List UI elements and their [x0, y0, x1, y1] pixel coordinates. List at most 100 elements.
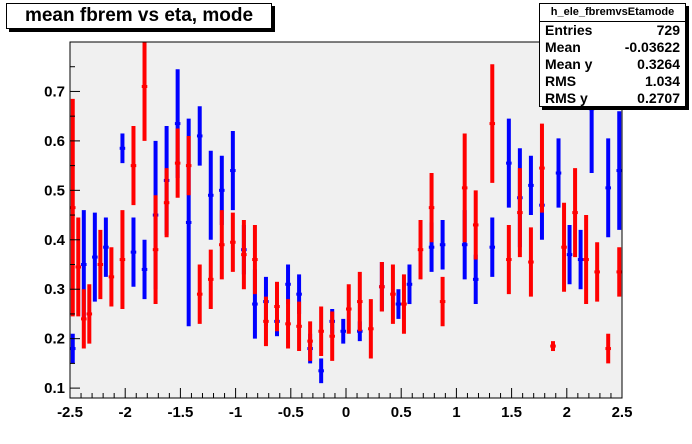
x-tick-label: -1 [229, 404, 242, 421]
data-point [81, 289, 87, 349]
stats-value: 0.3264 [637, 56, 680, 72]
tick-labels: -2.5 -2 -1.5 -1 -0.5 0 0.5 1 1.5 2 2.5 0.1 0.2 0.3 0.4… [44, 83, 632, 421]
data-point [472, 254, 479, 305]
data-point [252, 224, 258, 295]
data-point [108, 247, 115, 307]
data-point [550, 341, 556, 352]
data-point [92, 212, 98, 302]
data-point [230, 212, 236, 272]
data-point [141, 239, 148, 300]
data-point [605, 138, 611, 238]
data-point [555, 138, 562, 208]
data-point [439, 276, 446, 327]
data-point [390, 264, 396, 324]
data-point [417, 220, 424, 280]
data-point [86, 284, 93, 344]
data-point [241, 220, 247, 290]
data-point [517, 168, 523, 258]
data-point [185, 135, 192, 196]
data-point [119, 210, 126, 309]
data-point [329, 311, 335, 361]
x-tick-label: 2 [563, 404, 571, 421]
data-point [152, 195, 159, 305]
stats-value: -0.03622 [624, 39, 680, 55]
data-point [75, 217, 82, 317]
data-point [285, 264, 291, 305]
axes [69, 41, 623, 399]
data-point [230, 131, 236, 211]
y-tick-label: 0.1 [44, 380, 65, 397]
y-tick-label: 0.5 [44, 182, 65, 199]
x-tick-label: 2.5 [612, 404, 633, 421]
stats-value: 729 [656, 22, 680, 38]
y-tick-label: 0.2 [44, 331, 65, 348]
y-tick-label: 0.4 [44, 232, 66, 249]
data-point [528, 155, 534, 216]
data-point [489, 64, 496, 183]
data-point [379, 262, 385, 312]
data-point [616, 111, 622, 230]
x-tick-label: 0.5 [391, 404, 412, 421]
stats-label: Mean [545, 39, 581, 55]
data-point [401, 274, 407, 334]
data-point [208, 150, 214, 240]
y-tick-label: 0.7 [44, 83, 65, 100]
data-point [395, 289, 402, 319]
x-tick-label: -2 [119, 404, 132, 421]
series-1 [70, 42, 622, 364]
data-point [340, 318, 346, 344]
data-point [406, 264, 413, 305]
stats-value: 1.034 [644, 73, 680, 89]
data-point [528, 227, 534, 297]
stats-label: RMS y [545, 90, 588, 106]
data-point [506, 118, 512, 208]
data-point [103, 217, 109, 277]
data-series [70, 42, 622, 384]
stats-label: Mean y [545, 56, 593, 72]
data-point [439, 220, 446, 270]
data-point [616, 247, 622, 297]
plot-title: mean fbrem vs eta, mode [6, 3, 272, 29]
stats-label: RMS [545, 73, 577, 89]
x-tick-label: 0 [342, 404, 350, 421]
data-point [119, 133, 126, 164]
x-tick-label: 1.5 [501, 404, 522, 421]
data-point [296, 301, 302, 352]
data-point [368, 299, 374, 359]
data-point [263, 296, 269, 347]
x-tick-label: -0.5 [278, 404, 304, 421]
data-point [594, 242, 600, 302]
data-point [318, 358, 324, 384]
data-point [174, 128, 181, 198]
stats-value: 0.2707 [637, 90, 680, 106]
data-point [285, 299, 291, 349]
data-point [97, 229, 104, 300]
data-point [572, 168, 578, 258]
data-point [489, 217, 496, 277]
y-tick-label: 0.3 [44, 281, 65, 298]
data-point [583, 215, 589, 305]
x-tick-label: -1.5 [167, 404, 193, 421]
stats-row-rms-y: RMS y 0.2707 [540, 90, 685, 107]
data-point [561, 202, 567, 292]
data-point [539, 123, 545, 213]
data-point [461, 133, 468, 243]
x-tick-label: 1 [452, 404, 460, 421]
data-point [196, 106, 203, 166]
data-point [274, 281, 280, 332]
stats-row-mean-y: Mean y 0.3264 [540, 56, 685, 73]
data-point [130, 217, 137, 287]
data-point [141, 42, 148, 141]
y-tick-label: 0.6 [44, 133, 65, 150]
data-point [472, 190, 479, 260]
stats-histogram-name: h_ele_fbremvsEtamode [540, 4, 685, 22]
data-point [219, 210, 225, 280]
data-point [428, 173, 435, 243]
stats-row-mean: Mean -0.03622 [540, 39, 685, 56]
data-point [357, 271, 363, 332]
stats-box: h_ele_fbremvsEtamode Entries 729 Mean -0… [539, 3, 686, 107]
data-point [163, 168, 170, 238]
data-point [605, 333, 611, 364]
data-point [196, 264, 203, 324]
